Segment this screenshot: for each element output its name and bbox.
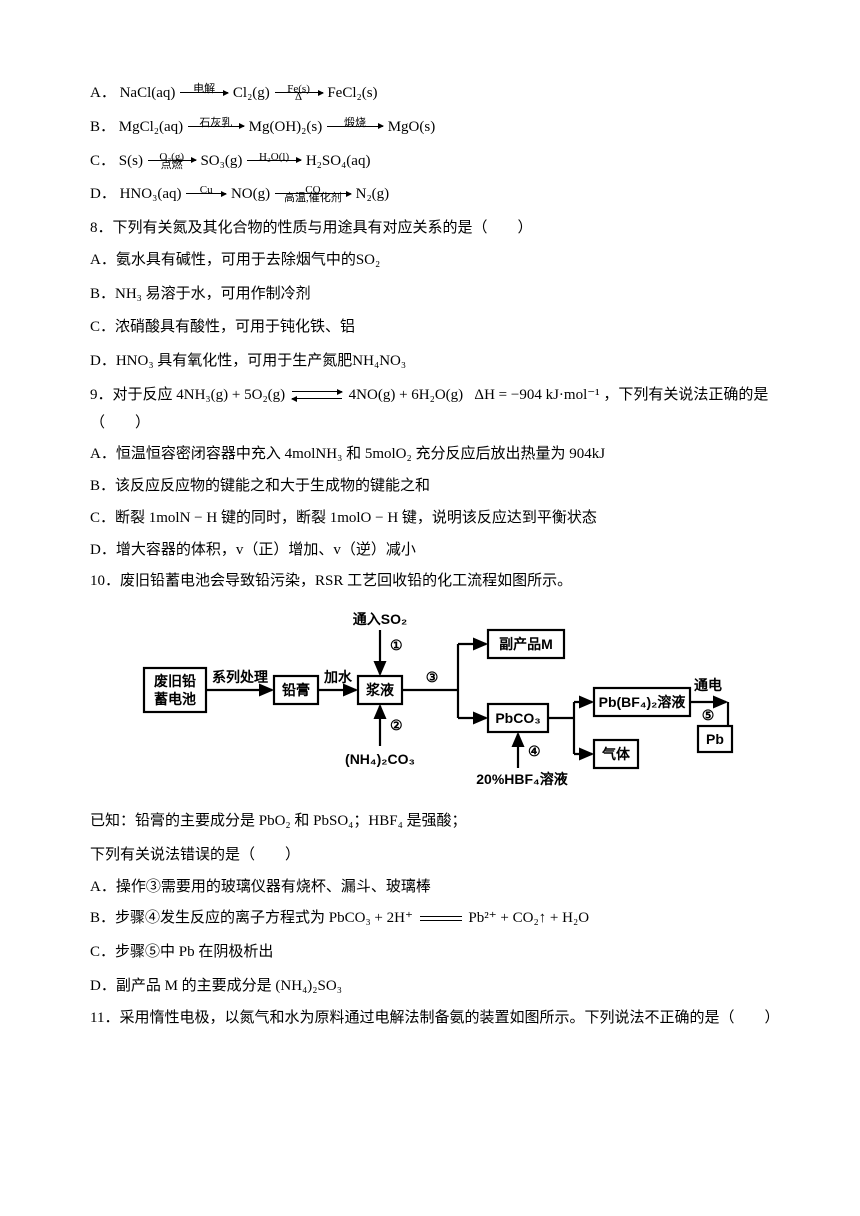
q10-stem: 10．废旧铅蓄电池会导致铅污染，RSR 工艺回收铅的化工流程如图所示。 — [90, 568, 785, 596]
q10-option-d: D．副产品 M 的主要成分是 (NH₄)₂SO₃ — [90, 973, 785, 1001]
node-byproduct: 副产品M — [499, 636, 553, 652]
q10-option-a: A．操作③需要用的玻璃仪器有烧杯、漏斗、玻璃棒 — [90, 874, 785, 902]
label-num5: ⑤ — [701, 707, 714, 723]
option-a: A． NaCl(aq) 电解 Cl₂(g) Fe(s)Δ FeCl₂(s) — [90, 80, 785, 108]
label-num1: ① — [390, 637, 403, 653]
option-b: B． MgCl₂(aq) 石灰乳 Mg(OH)₂(s) 煅烧 MgO(s) — [90, 114, 785, 142]
label-electro: 通电 — [694, 677, 722, 693]
flowchart-diagram: 废旧铅 蓄电池 系列处理 铅膏 加水 浆液 通入SO₂ ① ② (NH₄)₂CO… — [142, 606, 734, 790]
q9-option-d: D．增大容器的体积，v（正）增加、v（逆）减小 — [90, 537, 785, 565]
label-add-water: 加水 — [323, 669, 353, 685]
q11-stem: 11．采用惰性电极，以氮气和水为原料通过电解法制备氨的装置如图所示。下列说法不正… — [90, 1005, 785, 1033]
arrow-icon: O₂(g)点燃 — [147, 152, 197, 171]
option-d: D． HNO₃(aq) Cu NO(g) CO高温,催化剂 N₂(g) — [90, 181, 785, 209]
node-battery-l1: 废旧铅 — [154, 673, 196, 689]
q9-option-b: B．该反应反应物的键能之和大于生成物的键能之和 — [90, 473, 785, 501]
arrow-icon: CO高温,催化剂 — [274, 185, 352, 204]
label-num3: ③ — [425, 669, 438, 685]
label-so2: 通入SO₂ — [352, 611, 406, 627]
equals-line-icon — [420, 916, 462, 921]
node-battery-l2: 蓄电池 — [154, 691, 196, 707]
node-gas: 气体 — [601, 746, 631, 762]
arrow-icon: Fe(s)Δ — [274, 84, 324, 103]
page-content: A． NaCl(aq) 电解 Cl₂(g) Fe(s)Δ FeCl₂(s) B．… — [0, 0, 860, 1076]
label-nh4co3: (NH₄)₂CO₃ — [345, 751, 415, 767]
label-process: 系列处理 — [212, 669, 268, 685]
node-pbco3: PbCO₃ — [495, 710, 540, 726]
node-lead-paste: 铅膏 — [281, 682, 310, 698]
q8-option-d: D．HNO₃ 具有氧化性，可用于生产氮肥NH₄NO₃ — [90, 348, 785, 376]
q9-option-a: A．恒温恒容密闭容器中充入 4molNH₃ 和 5molO₂ 充分反应后放出热量… — [90, 441, 785, 469]
label-num4: ④ — [528, 743, 541, 759]
arrow-icon: 煅烧 — [326, 118, 384, 137]
label-num2: ② — [390, 717, 403, 733]
arrow-icon: Cu — [185, 185, 227, 204]
q10-known: 已知：铅膏的主要成分是 PbO₂ 和 PbSO₄；HBF₄ 是强酸； — [90, 808, 785, 836]
arrow-icon: H₂O(l) — [246, 152, 302, 171]
q10-option-c: C．步骤⑤中 Pb 在阴极析出 — [90, 939, 785, 967]
label-hbf4: 20%HBF₄溶液 — [476, 771, 568, 787]
q9-stem: 9．对于反应 4NH₃(g) + 5O₂(g) 4NO(g) + 6H₂O(g)… — [90, 382, 785, 438]
q10-option-b: B．步骤④发生反应的离子方程式为 PbCO₃ + 2H⁺ Pb²⁺ + CO₂↑… — [90, 905, 785, 933]
node-pbbf4: Pb(BF₄)₂溶液 — [598, 694, 686, 710]
q8-option-c: C．浓硝酸具有酸性，可用于钝化铁、铝 — [90, 314, 785, 342]
equilibrium-arrow-icon — [292, 388, 342, 402]
arrow-icon: 电解 — [179, 84, 229, 103]
q8-option-a: A．氨水具有碱性，可用于去除烟气中的SO₂ — [90, 247, 785, 275]
q8-stem: 8．下列有关氮及其化合物的性质与用途具有对应关系的是（ ） — [90, 215, 785, 243]
q10-err: 下列有关说法错误的是（ ） — [90, 842, 785, 870]
option-c: C． S(s) O₂(g)点燃 SO₃(g) H₂O(l) H₂SO₄(aq) — [90, 148, 785, 176]
q9-option-c: C．断裂 1molN − H 键的同时，断裂 1molO − H 键，说明该反应… — [90, 505, 785, 533]
arrow-icon: 石灰乳 — [187, 118, 245, 137]
q8-option-b: B．NH₃ 易溶于水，可用作制冷剂 — [90, 281, 785, 309]
node-slurry: 浆液 — [366, 682, 395, 698]
node-pb: Pb — [706, 731, 724, 747]
